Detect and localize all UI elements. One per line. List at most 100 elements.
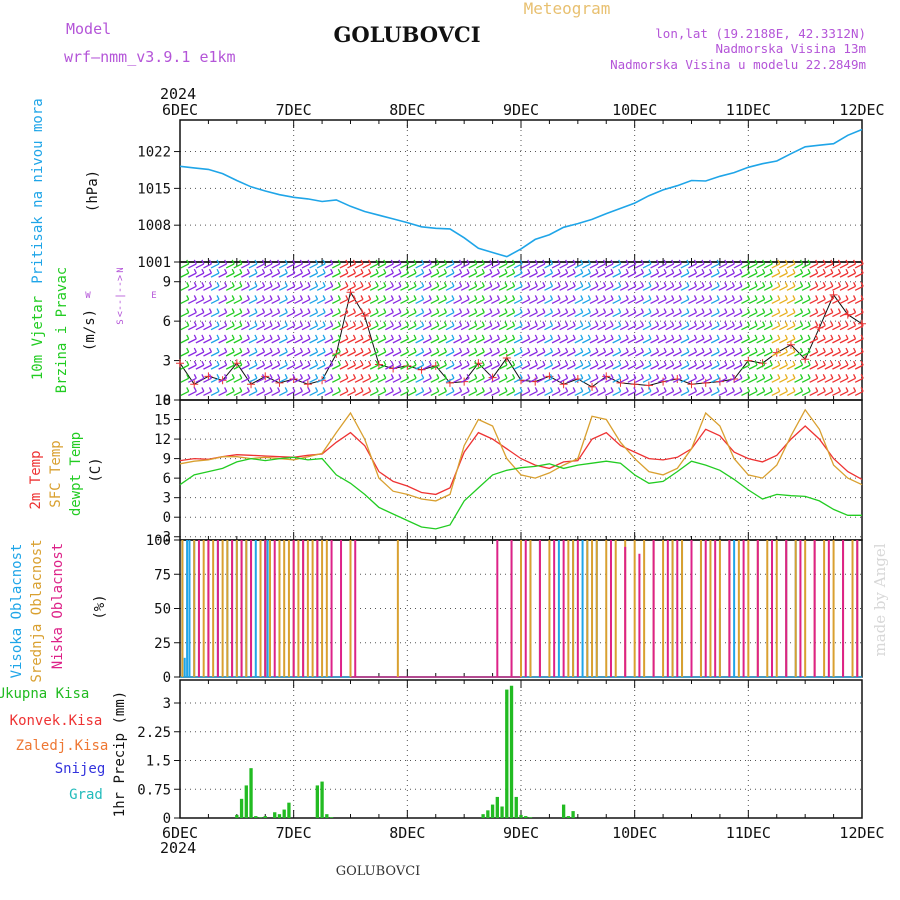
wind-barb [468,387,478,397]
wind-barb [316,295,326,305]
wind-barb [332,387,341,397]
wind-barb [816,334,826,344]
wind-barb [756,387,766,397]
wind-barb [460,334,470,344]
wind-barb [506,334,516,344]
wind-barb [839,281,849,291]
wind-barb [529,295,538,305]
wind-barb [794,373,804,383]
wind-barb [650,347,660,357]
wind-barb [445,295,455,305]
wind-barb [362,268,372,278]
wind-barb [521,268,531,278]
wind-barb [627,387,637,397]
wind-barb [582,295,591,305]
wind-barb [438,281,447,291]
wind-barb [786,347,796,357]
wind-barb [369,373,379,383]
wind-barb [574,259,584,269]
wind-barb [309,308,319,318]
wind-barb [854,387,864,397]
wind-barb [491,347,501,357]
wind-barb [195,373,205,383]
wind-barb [506,347,516,357]
wind-barb [460,347,470,357]
wind-barb [521,259,531,269]
dewpt-ylabel: dewpt Temp [68,432,84,516]
wind-barb [786,321,796,331]
wind-barb [286,387,296,397]
precip-bar [273,812,277,818]
wind-barb [263,373,273,383]
wind-speed-marker [190,380,199,389]
wind-barb [513,387,523,397]
wind-barb [794,334,804,344]
wind-barb [718,347,728,357]
wind-barb [847,268,857,278]
wind-barb [710,360,720,370]
y-tick-label: 3 [163,354,171,370]
wind-barb [506,268,516,278]
wind-barb [369,308,379,318]
wind-barb [559,347,569,357]
wind-barb [544,321,554,331]
wind-barb [612,308,622,318]
wind-barb [332,347,341,357]
model-name: wrf—nmm_v3.9.1 e1km [64,48,236,66]
wind-barb [748,387,758,397]
y-tick-label: 0.75 [137,782,171,798]
wind-barb [339,308,349,318]
wind-barb [741,373,751,383]
wind-barb [847,281,857,291]
wind-barb [256,360,266,370]
wind-barb [430,268,440,278]
wind-barb [278,295,288,305]
wind-barb [710,373,720,383]
wind-barb [385,373,394,383]
y-tick-label: 12 [154,432,171,448]
wind-barb [536,281,546,291]
wind-barb [188,321,197,331]
wind-barb [635,321,644,331]
wind-barb [824,321,834,331]
station-title: GOLUBOVCI [333,22,480,47]
wind-barb [635,259,644,269]
wind-barb [604,387,614,397]
wind-barb [657,334,667,344]
precip-bar [561,804,566,818]
wind-barb [430,360,440,370]
wind-barb [407,281,417,291]
wind-barb [188,268,197,278]
wind-barb [301,268,311,278]
wind-barb [710,268,720,278]
wind-barb [619,308,629,318]
wind-barb [407,387,417,397]
precip-bar [249,768,253,818]
wind-barb [756,295,766,305]
wind-barb [673,387,682,397]
wind-barb [210,334,220,344]
wind-barb [218,295,228,305]
wind-barb [801,268,811,278]
wind-barb [536,295,546,305]
wind-barb [604,360,614,370]
wind-barb [559,387,569,397]
wind-barb [582,321,591,331]
wind-barb [589,295,599,305]
wind-barb [278,268,288,278]
wind-barb [362,373,372,383]
wind-barb [612,387,622,397]
wind-barb [491,334,501,344]
wind-speed-marker [346,288,355,297]
wind-barb [794,387,804,397]
wind-barb [589,347,599,357]
wind-barb [763,347,773,357]
wind-barb [574,347,584,357]
wind-barb [339,347,349,357]
wind-barb [657,308,667,318]
wind-barb [741,295,751,305]
wind-barb [316,259,326,269]
compass-s: S [116,319,126,324]
wind-barb [377,295,387,305]
wind-barb [354,347,364,357]
